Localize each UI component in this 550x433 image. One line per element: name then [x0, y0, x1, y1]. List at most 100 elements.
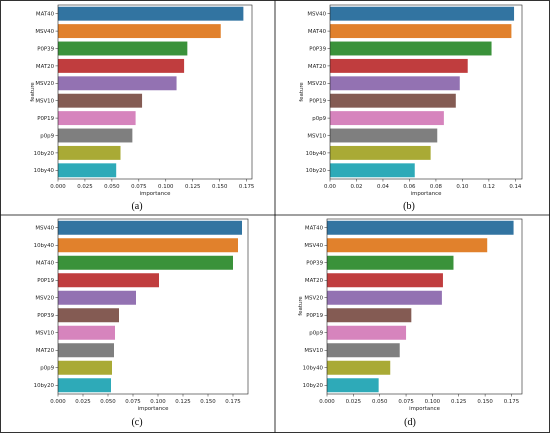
- bar: [330, 24, 512, 39]
- x-axis-label: importance: [140, 191, 171, 197]
- y-tick-label: MAT20: [308, 64, 327, 70]
- x-axis-label: importance: [138, 406, 169, 412]
- y-tick-label: p0p9: [309, 331, 323, 337]
- x-tick-label: 0.04: [377, 184, 390, 190]
- bar: [58, 220, 242, 235]
- x-tick-label: 0.12: [483, 184, 495, 190]
- y-tick-label: MSV10: [35, 331, 54, 337]
- bar: [58, 145, 121, 160]
- bar: [327, 360, 391, 375]
- bar: [58, 325, 115, 340]
- x-axis-label: importance: [409, 406, 440, 412]
- bar: [58, 255, 233, 270]
- y-tick-label: MAT20: [36, 348, 55, 354]
- bar: [58, 163, 117, 178]
- panel-label: (b): [403, 201, 415, 212]
- y-tick-label: MAT40: [308, 29, 327, 35]
- bar: [58, 24, 221, 39]
- bar: [330, 163, 415, 178]
- x-tick-label: 0.125: [175, 399, 190, 405]
- y-tick-label: P0P39: [37, 46, 54, 52]
- x-tick-label: 0.125: [451, 399, 466, 405]
- bar: [330, 41, 492, 56]
- x-tick-label: 0.175: [504, 399, 519, 405]
- bar: [58, 238, 238, 253]
- bar: [327, 255, 454, 270]
- bar: [327, 273, 443, 288]
- y-tick-label: P0P19: [37, 116, 54, 122]
- bar: [58, 308, 119, 323]
- panel-label: (c): [131, 417, 142, 428]
- y-tick-label: 10by40: [34, 168, 55, 174]
- bar: [330, 128, 438, 143]
- y-tick-label: 10by40: [303, 366, 324, 372]
- y-tick-label: MSV20: [307, 81, 326, 87]
- x-tick-label: 0.000: [50, 184, 66, 190]
- y-tick-label: MAT40: [36, 12, 55, 18]
- axes-frame: [57, 218, 249, 395]
- x-tick-label: 0.025: [75, 399, 90, 405]
- x-tick-label: 0.150: [212, 184, 228, 190]
- bar: [327, 378, 379, 393]
- y-tick-label: MSV20: [35, 81, 54, 87]
- x-tick-label: 0.08: [430, 184, 443, 190]
- bar: [58, 6, 244, 21]
- y-tick-label: MAT20: [36, 64, 55, 70]
- bar: [58, 128, 133, 143]
- x-tick-label: 0.175: [225, 399, 240, 405]
- x-tick-label: 0.075: [398, 399, 413, 405]
- bar: [327, 220, 514, 235]
- bar: [327, 308, 412, 323]
- panel-label: (a): [131, 201, 142, 212]
- x-tick-label: 0.150: [477, 399, 493, 405]
- axes-frame: [326, 218, 523, 395]
- bar: [58, 343, 114, 358]
- bar: [330, 145, 431, 160]
- chart-panel-4: MAT40 MSV40 P0P39 MAT20 MSV20 P0P19 p0p9 MSV10 1…: [298, 218, 523, 428]
- bar: [58, 273, 159, 288]
- y-axis-label: feature: [298, 296, 304, 316]
- axes-frame: [329, 4, 523, 180]
- chart-panel-3: MSV40 10by40 MAT40 P0P19 MSV20 P0P39 MSV10 MAT2…: [34, 218, 249, 428]
- y-tick-label: 10by40: [306, 151, 327, 157]
- y-tick-label: 10by40: [34, 243, 55, 249]
- y-tick-label: p0p9: [40, 366, 54, 372]
- bar: [330, 6, 515, 21]
- chart-panels: MAT40 MSV40 P0P39 MAT20 MSV20 MSV10 P0P19 p0p9 1…: [30, 4, 523, 428]
- y-tick-label: P0P39: [309, 46, 326, 52]
- x-tick-label: 0.100: [425, 399, 441, 405]
- bar: [330, 93, 456, 108]
- y-tick-label: MSV10: [307, 133, 326, 139]
- bar: [330, 58, 468, 73]
- y-axis-label: feature: [299, 82, 305, 102]
- y-tick-label: MSV20: [35, 296, 54, 302]
- x-tick-label: 0.000: [50, 399, 66, 405]
- bar: [327, 343, 400, 358]
- x-tick-label: 0.06: [403, 184, 416, 190]
- bar: [330, 76, 460, 91]
- y-tick-label: 10by20: [303, 383, 324, 389]
- y-tick-label: MAT20: [305, 278, 324, 284]
- y-tick-label: p0p9: [40, 133, 54, 139]
- x-axis-label: importance: [411, 191, 442, 197]
- x-tick-label: 0.00: [324, 184, 337, 190]
- y-tick-label: p0p9: [312, 116, 326, 122]
- panel-label: (d): [404, 417, 416, 428]
- axes-frame: [57, 4, 253, 180]
- y-tick-label: P0P19: [37, 278, 54, 284]
- x-tick-label: 0.050: [104, 184, 120, 190]
- y-tick-label: MSV20: [304, 296, 323, 302]
- bar: [58, 290, 136, 305]
- y-tick-label: MSV40: [307, 12, 326, 18]
- x-tick-label: 0.100: [150, 399, 166, 405]
- bar: [58, 360, 112, 375]
- bar: [58, 76, 177, 91]
- x-tick-label: 0.050: [372, 399, 388, 405]
- y-tick-label: 10by20: [34, 151, 55, 157]
- x-tick-label: 0.10: [456, 184, 469, 190]
- y-tick-label: 10by20: [306, 168, 327, 174]
- y-tick-label: MSV10: [304, 348, 323, 354]
- y-tick-label: MSV40: [304, 243, 323, 249]
- y-tick-label: P0P19: [306, 313, 323, 319]
